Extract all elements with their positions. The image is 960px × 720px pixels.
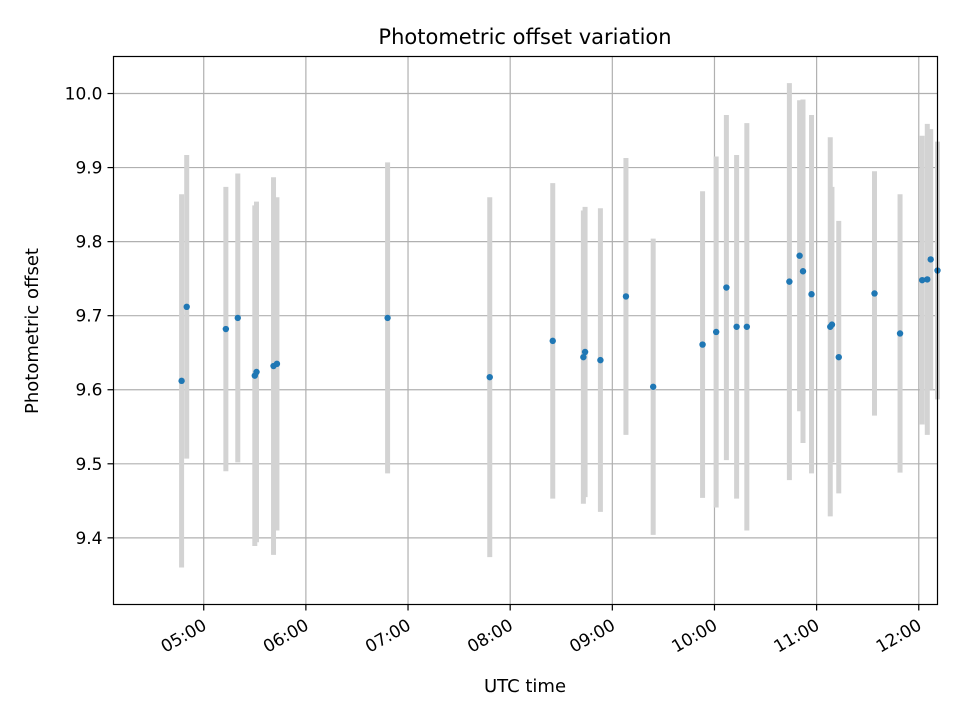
data-point: [183, 303, 190, 311]
y-tick-label: 9.8: [75, 233, 102, 253]
y-tick-label: 9.9: [75, 159, 102, 179]
data-point: [828, 321, 836, 328]
data-point: [796, 252, 803, 259]
y-tick-label: 10.0: [65, 85, 103, 105]
data-point: [273, 360, 281, 368]
data-point: [486, 373, 493, 381]
data-point: [649, 383, 657, 390]
data-point: [253, 368, 260, 376]
data-point: [835, 353, 842, 361]
data-point: [712, 328, 720, 336]
x-axis-label: UTC time: [484, 676, 566, 697]
data-point: [723, 284, 730, 291]
data-point: [549, 337, 556, 345]
y-tick-label: 9.6: [75, 381, 102, 401]
data-points: [178, 252, 941, 390]
data-point: [597, 356, 604, 364]
data-point: [222, 325, 230, 333]
data-point: [622, 293, 630, 300]
data-point: [384, 314, 391, 322]
y-tick-label: 9.4: [75, 529, 102, 549]
chart-title: Photometric offset variation: [378, 25, 671, 49]
data-point: [581, 348, 589, 356]
data-point: [871, 290, 878, 297]
data-point: [786, 278, 793, 285]
data-point: [896, 330, 904, 337]
data-point: [924, 276, 931, 283]
data-point: [918, 276, 926, 284]
data-point: [808, 291, 815, 298]
data-point: [927, 256, 934, 263]
plot-frame: [112, 55, 939, 606]
data-point: [799, 268, 807, 275]
data-point: [699, 341, 706, 348]
data-point: [733, 323, 740, 330]
y-axis-label: Photometric offset: [22, 248, 43, 414]
data-point: [178, 377, 185, 385]
y-tick-label: 9.7: [75, 307, 102, 327]
y-tick-label: 9.5: [75, 455, 102, 475]
data-point: [743, 323, 751, 330]
data-point: [580, 353, 587, 361]
data-point: [234, 314, 241, 322]
